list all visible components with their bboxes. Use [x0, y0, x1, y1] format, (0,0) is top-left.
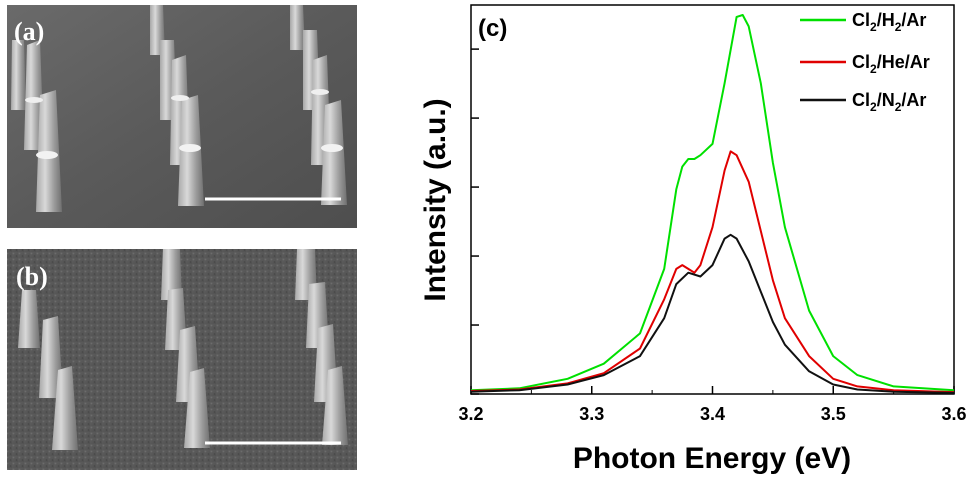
y-ticks	[471, 48, 479, 395]
series-line-1	[470, 150, 955, 394]
x-axis-label: Photon Energy (eV)	[573, 442, 851, 475]
legend-label-0: Cl2/H2/Ar	[852, 10, 926, 34]
x-tick-label-4: 3.6	[941, 404, 966, 424]
legend-label-1: Cl2/He/Ar	[852, 52, 930, 76]
panel-label-b: (b)	[16, 262, 48, 291]
series-line-2	[470, 233, 955, 394]
x-tick-label-1: 3.3	[579, 404, 604, 424]
spectrum-chart: 3.2 3.3 3.4 3.5 3.6 Cl2/H2/Ar Cl2/He/Ar Cl2/N2…	[419, 4, 967, 475]
y-axis-label: Intensity (a.u.)	[419, 98, 452, 301]
x-tick-label-0: 3.2	[458, 404, 483, 424]
series-lines	[470, 14, 955, 394]
panel-label-a: (a)	[14, 17, 44, 46]
x-tick-label-3: 3.5	[821, 404, 846, 424]
sem-image-b: (b)	[7, 249, 357, 470]
nanopillar-group-b	[18, 249, 348, 450]
sem-image-a: (a)	[7, 5, 357, 228]
nanopillar-group-a	[11, 5, 347, 212]
legend: Cl2/H2/Ar Cl2/He/Ar Cl2/N2/Ar	[800, 10, 930, 114]
series-line-0	[470, 14, 955, 392]
x-tick-label-2: 3.4	[700, 404, 725, 424]
plot-frame	[470, 4, 955, 395]
legend-label-2: Cl2/N2/Ar	[852, 90, 926, 114]
chart-panel-label: (c)	[478, 15, 507, 42]
x-ticks: 3.2 3.3 3.4 3.5 3.6	[458, 386, 967, 424]
